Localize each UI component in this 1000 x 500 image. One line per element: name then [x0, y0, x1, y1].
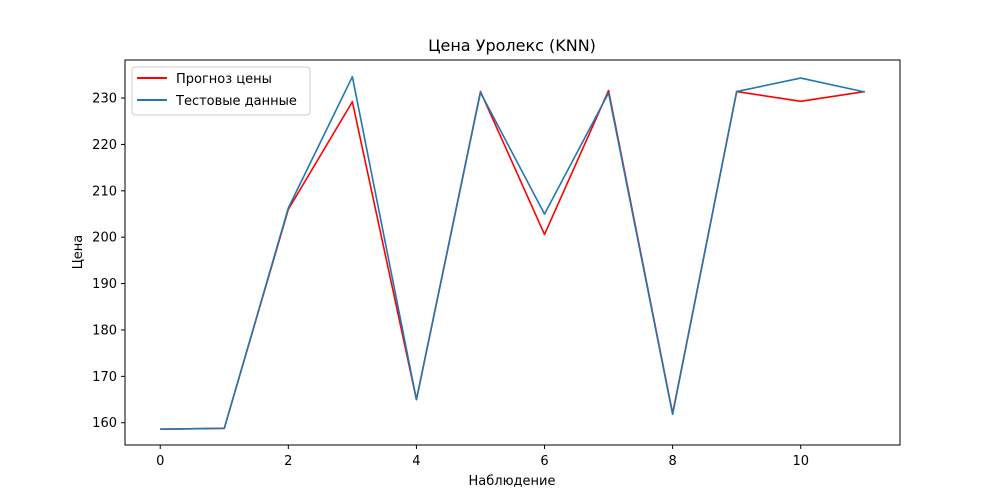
y-tick-label: 190: [92, 277, 117, 292]
legend: Прогноз цены Тестовые данные: [131, 66, 311, 116]
legend-box: [131, 66, 311, 116]
x-tick-label: 8: [668, 454, 676, 469]
y-tick-label: 160: [92, 416, 117, 431]
y-tick-label: 220: [92, 138, 117, 153]
x-tick-label: 4: [412, 454, 420, 469]
y-axis-label: Цена: [71, 235, 86, 270]
plot-frame: [124, 59, 901, 446]
x-tick-label: 2: [284, 454, 292, 469]
x-tick-label: 10: [792, 454, 809, 469]
x-tick-label: 6: [540, 454, 548, 469]
x-tick-label: 0: [156, 454, 164, 469]
series-line-forecast: [160, 89, 865, 431]
x-axis-label: Наблюдение: [469, 474, 556, 489]
y-tick-label: 230: [92, 92, 117, 107]
y-tick-label: 210: [92, 184, 117, 199]
y-tick-label: 170: [92, 370, 117, 385]
legend-label-test: Тестовые данные: [175, 94, 297, 109]
y-tick-label: 180: [92, 323, 117, 338]
y-tick-label: 200: [92, 231, 117, 246]
legend-label-forecast: Прогноз цены: [176, 72, 272, 87]
series-line-test: [160, 75, 865, 431]
chart-title: Цена Уролекс (KNN): [428, 36, 596, 55]
